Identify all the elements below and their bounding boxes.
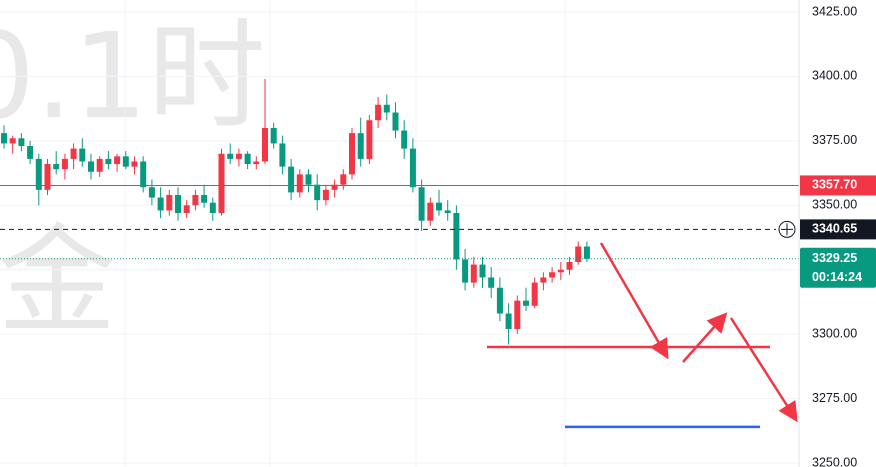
countdown: 00:14:24: [812, 270, 862, 284]
candle-body: [18, 138, 25, 147]
y-tick-label: 3250.00: [812, 455, 857, 467]
candle-body: [79, 148, 86, 162]
arrow: [599, 242, 669, 360]
candle-body: [114, 156, 121, 165]
y-tick-label: 3425.00: [812, 4, 857, 18]
candle-body: [209, 202, 216, 214]
arrow: [682, 312, 728, 363]
candle-body: [44, 164, 51, 190]
candle-body: [383, 104, 390, 113]
candle-body: [70, 148, 77, 159]
candle-body: [479, 264, 486, 278]
y-tick-label: 3275.00: [812, 391, 857, 405]
candle-body: [235, 153, 242, 159]
alert-tag: [800, 175, 876, 196]
candle-body: [427, 202, 434, 221]
candle-body: [192, 194, 199, 206]
candle-body: [157, 197, 164, 211]
candle-body: [88, 161, 94, 172]
candle-body: [340, 174, 347, 185]
watermark: 黄金: [0, 212, 116, 350]
candle-body: [53, 164, 60, 170]
candle-body: [175, 194, 181, 214]
candle-body: [105, 158, 112, 165]
y-tick-label: 3375.00: [812, 133, 857, 147]
candle-body: [488, 277, 495, 288]
candle-body: [296, 174, 303, 193]
candle-body: [366, 120, 373, 159]
candle-body: [122, 156, 129, 167]
candle-body: [305, 174, 312, 185]
candle-body: [183, 205, 190, 214]
candle-body: [453, 213, 460, 260]
candle-body: [575, 246, 582, 262]
arrow: [729, 317, 798, 423]
candle-body: [322, 189, 329, 201]
y-tick-label: 3350.00: [812, 198, 857, 212]
candle-body: [331, 184, 338, 190]
candle-body: [9, 138, 16, 144]
candle-body: [244, 153, 251, 165]
candle-body: [540, 277, 547, 283]
y-tick-label: 3300.00: [812, 326, 857, 340]
candle-body: [27, 146, 34, 159]
candle-body: [409, 148, 416, 188]
candle-body: [566, 261, 573, 270]
candle-body: [279, 143, 286, 167]
candle-body: [549, 272, 556, 278]
price-tag-label: 3329.25: [812, 251, 857, 265]
candle-body: [270, 127, 277, 144]
candle-body: [470, 264, 477, 283]
candle-body: [1, 133, 7, 144]
candle-body: [140, 161, 147, 188]
candle-body: [496, 287, 503, 314]
candle-body: [349, 133, 355, 175]
candle-body: [583, 246, 590, 259]
candle-body: [218, 153, 225, 214]
candle-body: [35, 158, 42, 190]
candle-body: [418, 187, 425, 221]
candle-body: [531, 282, 538, 306]
candle-body: [514, 300, 521, 329]
candle-body: [227, 153, 234, 159]
alert-tag-label: 3357.70: [812, 178, 857, 192]
y-tick-label: 3400.00: [812, 69, 857, 83]
candle-body: [357, 133, 364, 159]
candle-body: [288, 166, 295, 193]
candle-body: [148, 187, 155, 198]
candle-body: [392, 112, 399, 131]
candle-body: [201, 194, 208, 203]
candle-body: [262, 127, 268, 162]
candle-body: [131, 161, 138, 167]
price-tag: [800, 247, 876, 288]
candle-body: [505, 313, 512, 329]
candle-body: [166, 194, 173, 211]
candle-body: [375, 104, 382, 121]
crosshair-icon: [781, 223, 793, 236]
candle-body: [96, 158, 103, 172]
candle-body: [523, 300, 529, 306]
candle-body: [314, 184, 321, 201]
candle-body: [401, 130, 408, 149]
candle-body: [436, 202, 442, 211]
candle-body: [253, 161, 260, 165]
crosshair-tag: [800, 219, 876, 240]
crosshair-tag-label: 3340.65: [812, 222, 857, 236]
candle-body: [462, 259, 469, 283]
candle-body: [444, 210, 451, 214]
candle-body: [557, 269, 564, 273]
trend-arrows: [599, 242, 798, 423]
candle-body: [61, 158, 68, 170]
